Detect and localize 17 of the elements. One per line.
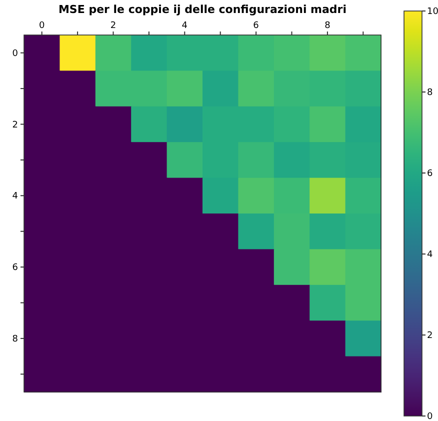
x-tick-label: 0 (38, 21, 45, 31)
color-bar-label: 8 (427, 88, 433, 98)
y-tick-label: 4 (12, 192, 18, 202)
y-tick-label: 0 (12, 48, 18, 59)
y-tick-label: 6 (12, 263, 18, 274)
color-bar-label: 10 (427, 7, 438, 17)
color-bar-label: 0 (427, 412, 433, 421)
x-tick-label: 4 (182, 21, 188, 31)
x-tick-label: 2 (110, 21, 116, 31)
y-tick-label: 2 (12, 120, 18, 130)
chart-title: MSE per le coppie ij delle configurazioni madri (58, 3, 347, 16)
color-bar-label: 4 (427, 250, 433, 260)
y-tick-label: 8 (12, 334, 18, 344)
color-bar-label: 6 (427, 169, 433, 179)
x-tick-label: 8 (324, 21, 331, 31)
x-tick-label: 6 (253, 21, 260, 31)
color-bar-label: 2 (427, 331, 433, 341)
